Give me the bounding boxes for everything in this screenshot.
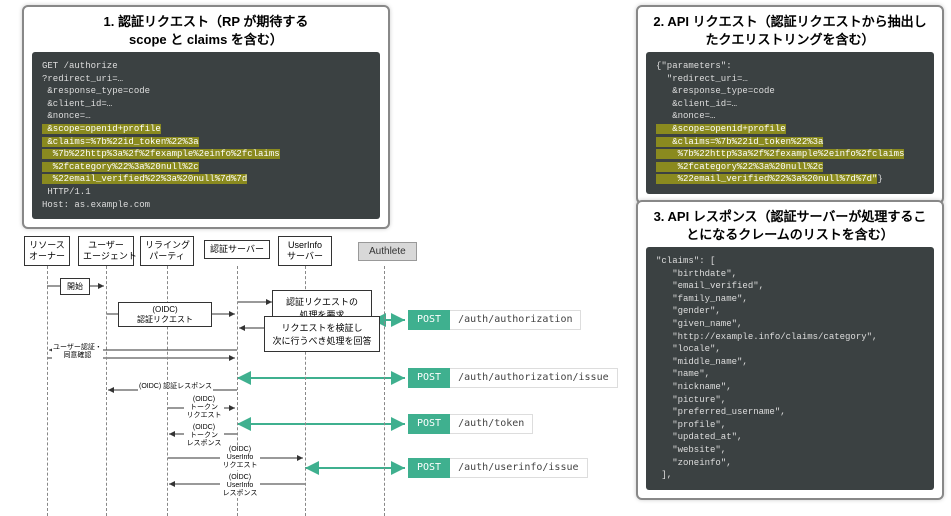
panel2-title: 2. API リクエスト（認証リクエストから抽出したクエリストリングを含む）: [638, 7, 942, 52]
actor-label: 認証サーバー: [210, 244, 264, 254]
actor-label: UserInfo サーバー: [287, 240, 323, 261]
actor-label: ユーザー エージェント: [83, 240, 137, 261]
actor-resource-owner: リソース オーナー: [24, 236, 70, 266]
seq-ui-res: (OIDC) UserInfo レスポンス: [220, 474, 260, 498]
api-path: /auth/userinfo/issue: [450, 458, 587, 478]
panel-api-response: 3. API レスポンス（認証サーバーが処理することになるクレームのリストを含む…: [636, 200, 944, 500]
code-text: }: [877, 174, 882, 184]
actor-label: リソース オーナー: [29, 240, 65, 261]
api-path: /auth/authorization: [450, 310, 581, 330]
post-badge: POST: [408, 368, 450, 388]
api-path: /auth/token: [450, 414, 533, 434]
actor-relying-party: リライング パーティ: [140, 236, 194, 266]
seq-token-res: (OIDC) トークン レスポンス: [184, 424, 224, 448]
actor-auth-server: 認証サーバー: [204, 240, 270, 259]
seq-proc2: リクエストを検証し 次に行うべき処理を回答: [264, 316, 380, 352]
api-path: /auth/authorization/issue: [450, 368, 618, 388]
post-badge: POST: [408, 310, 450, 330]
code-highlight: &scope=openid+profile &claims=%7b%22id_t…: [42, 124, 280, 184]
api-authorization: POST /auth/authorization: [408, 310, 581, 330]
post-badge: POST: [408, 458, 450, 478]
actor-user-agent: ユーザー エージェント: [78, 236, 134, 266]
panel-auth-request: 1. 認証リクエスト（RP が期待する scope と claims を含む） …: [22, 5, 390, 229]
panel1-title: 1. 認証リクエスト（RP が期待する scope と claims を含む）: [24, 7, 388, 52]
seq-oidc-res: (OIDC) 認証レスポンス: [138, 383, 213, 391]
panel3-code: "claims": [ "birthdate", "email_verified…: [646, 247, 934, 490]
panel3-title: 3. API レスポンス（認証サーバーが処理することになるクレームのリストを含む…: [638, 202, 942, 247]
panel1-code: GET /authorize ?redirect_uri=… &response…: [32, 52, 380, 219]
actor-label: リライング パーティ: [145, 240, 190, 261]
seq-oidc-req: (OIDC) 認証リクエスト: [118, 302, 212, 327]
api-userinfo-issue: POST /auth/userinfo/issue: [408, 458, 588, 478]
seq-token-req: (OIDC) トークン リクエスト: [184, 396, 224, 420]
seq-user-auth: ユーザー認証・ 同意確認: [52, 344, 103, 360]
lifeline-al: [384, 266, 385, 516]
lifeline-ro: [47, 266, 48, 516]
lifeline-ua: [106, 266, 107, 516]
actor-authlete: Authlete: [358, 242, 417, 261]
code-text: HTTP/1.1 Host: as.example.com: [42, 187, 150, 210]
seq-ui-req: (OIDC) UserInfo リクエスト: [220, 446, 260, 470]
code-text: GET /authorize ?redirect_uri=… &response…: [42, 61, 150, 121]
post-badge: POST: [408, 414, 450, 434]
panel2-code: {"parameters": "redirect_uri=… &response…: [646, 52, 934, 194]
api-token: POST /auth/token: [408, 414, 533, 434]
panel-api-request: 2. API リクエスト（認証リクエストから抽出したクエリストリングを含む） {…: [636, 5, 944, 204]
seq-start: 開始: [60, 278, 90, 295]
code-highlight: &scope=openid+profile &claims=%7b%22id_t…: [656, 124, 904, 184]
code-text: {"parameters": "redirect_uri=… &response…: [656, 61, 775, 121]
actor-label: Authlete: [369, 246, 406, 257]
api-authorization-issue: POST /auth/authorization/issue: [408, 368, 618, 388]
actor-userinfo-server: UserInfo サーバー: [278, 236, 332, 266]
